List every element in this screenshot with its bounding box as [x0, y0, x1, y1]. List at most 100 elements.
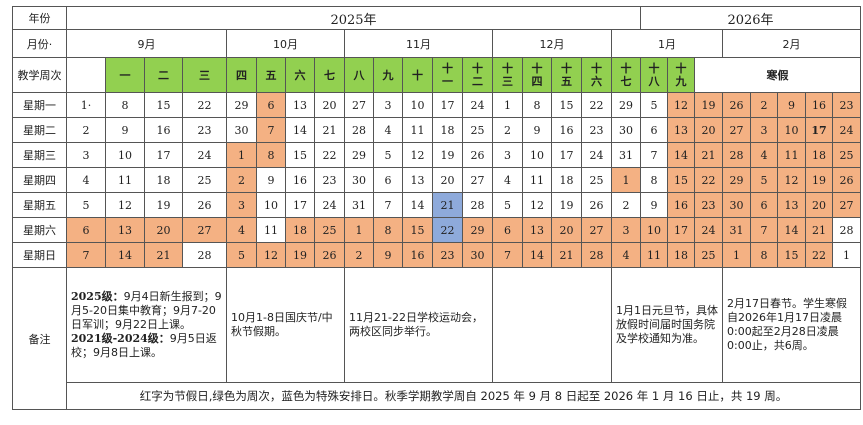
date-cell: 24 — [832, 117, 861, 143]
date-cell: 25 — [581, 167, 612, 193]
date-cell: 5 — [66, 192, 106, 218]
date-cell: 2 — [344, 242, 374, 268]
note-2021-text: 9月5日返校；9月8日上课。 — [71, 332, 217, 359]
date-cell: 24 — [314, 192, 345, 218]
date-cell: 15 — [667, 167, 695, 193]
date-cell: 7 — [750, 217, 778, 243]
week-number: 十七 — [611, 57, 641, 93]
date-cell: 29 — [722, 167, 751, 193]
date-cell: 6 — [492, 217, 523, 243]
month-header: 2月 — [722, 29, 861, 58]
date-cell: 22 — [581, 92, 612, 118]
date-cell: 27 — [182, 217, 227, 243]
date-cell: 12 — [777, 167, 806, 193]
date-cell: 2 — [66, 117, 106, 143]
date-cell: 16 — [285, 167, 315, 193]
date-cell: 16 — [144, 117, 183, 143]
date-cell: 27 — [722, 117, 751, 143]
week-number: 十八 — [640, 57, 668, 93]
date-cell: 26 — [581, 192, 612, 218]
date-cell: 8 — [750, 242, 778, 268]
date-cell: 1 — [492, 92, 523, 118]
date-cell: 5 — [492, 192, 523, 218]
date-cell: 15 — [285, 142, 315, 168]
winter-break-label: 寒假 — [694, 57, 861, 93]
date-cell: 24 — [694, 217, 723, 243]
date-cell: 11 — [402, 117, 433, 143]
weekday-label: 星期六 — [12, 217, 67, 243]
date-cell: 16 — [805, 92, 833, 118]
date-cell: 4 — [373, 117, 403, 143]
weekday-row: 星期一 1· 8 15 22 29 6 13 20 27 3 10 17 24 1 8 15 22 29 5 12 19 2… — [12, 92, 861, 118]
date-cell: 11 — [640, 242, 668, 268]
date-cell: 1 — [832, 242, 861, 268]
date-cell: 9 — [105, 117, 145, 143]
week-number: 七 — [314, 57, 345, 93]
date-cell: 14 — [105, 242, 145, 268]
date-cell: 28 — [581, 242, 612, 268]
date-cell: 18 — [805, 142, 833, 168]
date-cell: 7 — [66, 242, 106, 268]
date-cell: 28 — [462, 192, 493, 218]
date-cell: 8 — [256, 142, 286, 168]
date-cell: 17 — [551, 142, 582, 168]
month-header: 1月 — [611, 29, 723, 58]
date-cell: 24 — [462, 92, 493, 118]
weekday-row: 星期四 4 11 18 25 2 9 16 23 30 6 13 20 27 4 11 18 25 1 8 15 22 29… — [12, 167, 861, 193]
week-number: 十一 — [432, 57, 463, 93]
date-cell: 13 — [777, 192, 806, 218]
weekday-row: 星期日 7 14 21 28 5 12 19 26 2 9 16 23 30 7 14 21 28 4 11 18 25 1… — [12, 242, 861, 268]
note-november: 11月21-22日学校运动会，两校区同步举行。 — [344, 267, 493, 383]
date-cell: 10 — [777, 117, 806, 143]
date-cell: 9 — [373, 242, 403, 268]
notes-label: 备注 — [12, 267, 67, 410]
year-2025: 2025年 — [66, 6, 641, 30]
month-header: 9月 — [66, 29, 227, 58]
date-cell: 18 — [551, 167, 582, 193]
date-cell: 29 — [344, 142, 374, 168]
week-row: 教学周次 一二三四五六七八九十十一十二十三十四十五十六十七十八十九寒假 — [12, 57, 861, 93]
date-cell: 13 — [667, 117, 695, 143]
date-cell: 16 — [551, 117, 582, 143]
date-cell: 12 — [402, 142, 433, 168]
week-number: 六 — [285, 57, 315, 93]
month-header: 10月 — [226, 29, 345, 58]
date-cell: 3 — [226, 192, 257, 218]
weekday-label: 星期三 — [12, 142, 67, 168]
note-2025-title: 2025级： — [71, 290, 124, 303]
date-cell: 19 — [805, 167, 833, 193]
date-cell: 20 — [694, 117, 723, 143]
week-number: 五 — [256, 57, 286, 93]
date-cell: 18 — [285, 217, 315, 243]
date-cell: 16 — [667, 192, 695, 218]
date-cell: 20 — [805, 192, 833, 218]
month-row: 月份· 9月 10月 11月 12月 1月 2月 — [12, 29, 861, 58]
date-cell: 3 — [66, 142, 106, 168]
date-cell: 18 — [144, 167, 183, 193]
date-cell: 24 — [182, 142, 227, 168]
week-number: 九 — [373, 57, 403, 93]
date-cell: 9 — [522, 117, 552, 143]
date-cell: 30 — [344, 167, 374, 193]
date-cell: 31 — [611, 142, 641, 168]
date-cell: 7 — [640, 142, 668, 168]
date-cell: 4 — [226, 217, 257, 243]
note-2021-title: 2021级-2024级： — [71, 332, 170, 345]
week-number: 二 — [144, 57, 183, 93]
date-cell: 25 — [694, 242, 723, 268]
date-cell: 4 — [492, 167, 523, 193]
date-cell: 14 — [285, 117, 315, 143]
date-cell: 20 — [314, 92, 345, 118]
date-cell: 9 — [640, 192, 668, 218]
date-cell: 10 — [522, 142, 552, 168]
date-cell: 14 — [777, 217, 806, 243]
weekday-label: 星期五 — [12, 192, 67, 218]
month-header: 11月 — [344, 29, 493, 58]
date-cell: 21 — [314, 117, 345, 143]
date-cell: 27 — [832, 192, 861, 218]
date-cell: 6 — [373, 167, 403, 193]
week-number: 三 — [182, 57, 227, 93]
date-cell: 4 — [66, 167, 106, 193]
date-cell: 13 — [105, 217, 145, 243]
note-october: 10月1-8日国庆节/中秋节假期。 — [226, 267, 345, 383]
